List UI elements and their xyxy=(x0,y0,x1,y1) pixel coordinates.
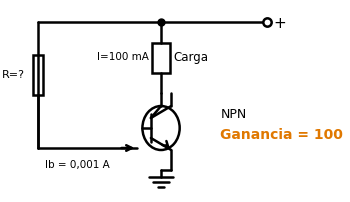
Text: Ib = 0,001 A: Ib = 0,001 A xyxy=(45,160,110,170)
Text: Ganancia = 100: Ganancia = 100 xyxy=(220,128,343,142)
FancyBboxPatch shape xyxy=(152,42,170,73)
FancyBboxPatch shape xyxy=(33,55,43,95)
Text: I=100 mA: I=100 mA xyxy=(97,53,149,62)
Text: R=?: R=? xyxy=(2,70,25,80)
Text: NPN: NPN xyxy=(220,108,246,121)
Text: +: + xyxy=(274,16,286,31)
Text: Carga: Carga xyxy=(173,51,208,64)
